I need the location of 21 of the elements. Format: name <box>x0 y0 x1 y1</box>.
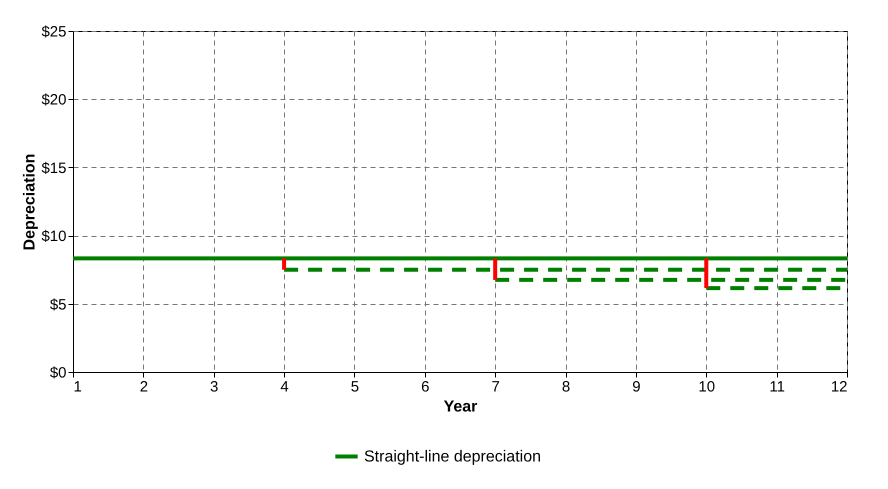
y-tick-label: $25 <box>41 24 66 40</box>
y-tick-label: $10 <box>41 228 66 246</box>
y-tick-label: $5 <box>50 296 66 314</box>
x-tick-label: 1 <box>74 378 82 396</box>
x-tick-label: 8 <box>562 378 570 396</box>
x-tick-label: 10 <box>698 378 716 396</box>
legend-label: Straight-line depreciation <box>364 448 541 466</box>
x-tick-label: 11 <box>769 378 785 396</box>
x-tick-label: 6 <box>421 378 430 396</box>
x-tick-label: 2 <box>140 378 148 396</box>
x-axis-title: Year <box>444 398 478 416</box>
x-tick-label: 9 <box>632 378 641 396</box>
y-tick-label: $20 <box>41 92 66 109</box>
y-tick-label: $15 <box>41 160 66 177</box>
y-tick-label: $0 <box>50 364 66 382</box>
x-tick-label: 3 <box>210 378 218 396</box>
x-tick-label: 4 <box>280 378 289 396</box>
x-tick-label: 5 <box>350 378 360 396</box>
y-axis-title: Depreciation <box>21 154 38 250</box>
x-tick-label: 12 <box>830 378 848 396</box>
x-tick-label: 7 <box>492 378 500 396</box>
